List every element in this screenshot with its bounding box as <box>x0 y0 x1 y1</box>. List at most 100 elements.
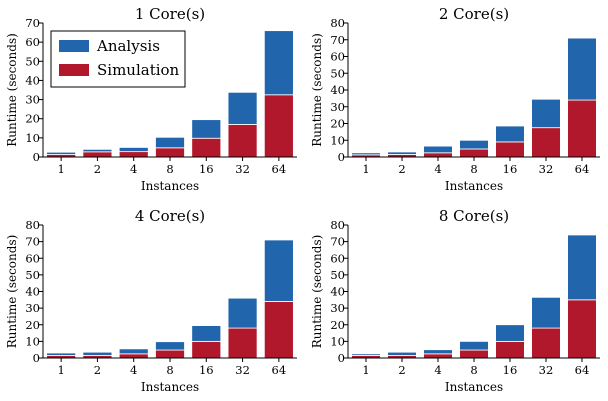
x-axis-label: Instances <box>141 380 199 394</box>
bar-analysis-2 <box>82 351 113 356</box>
chart-title: 1 Core(s) <box>135 5 205 23</box>
chart-panel-4: 8 Core(s) 1 2 4 8 16 32 64 0 10 20 30 40 50 60 70 80 Inst… <box>310 207 600 394</box>
bar-analysis-16 <box>495 125 525 143</box>
y-tick-label: 10 <box>330 334 345 348</box>
y-axis-label: Runtime (seconds) <box>5 33 19 147</box>
y-tick-label: 20 <box>330 318 345 332</box>
y-tick-label: 20 <box>25 318 40 332</box>
y-tick-label: 40 <box>25 285 40 299</box>
bar-analysis-2 <box>387 151 417 155</box>
y-tick-label: 70 <box>25 235 40 249</box>
y-tick-label: 80 <box>330 16 345 30</box>
bar-simulation-32 <box>531 327 561 359</box>
bar-analysis-64 <box>567 234 597 301</box>
y-tick-label: 60 <box>330 251 345 265</box>
y-axis-label: Runtime (seconds) <box>310 235 324 349</box>
bar-simulation-32 <box>531 127 561 158</box>
chart-panel-3: 4 Core(s) 1 2 4 8 16 32 64 0 10 20 30 40 50 60 70 80 Inst… <box>5 207 297 394</box>
y-tick-label: 60 <box>25 251 40 265</box>
x-tick-label: 8 <box>470 162 477 176</box>
bar-simulation-8 <box>459 349 489 359</box>
x-tick-label: 32 <box>235 363 250 377</box>
y-tick-label: 80 <box>330 218 345 232</box>
y-tick-label: 10 <box>330 133 345 147</box>
y-tick-label: 80 <box>25 218 40 232</box>
x-tick-label: 64 <box>272 162 287 176</box>
bar-simulation-64 <box>567 299 597 359</box>
y-tick-label: 30 <box>25 93 40 107</box>
bar-analysis-8 <box>155 341 185 351</box>
x-tick-label: 64 <box>272 363 287 377</box>
y-tick-label: 70 <box>330 33 345 47</box>
y-tick-label: 50 <box>25 268 40 282</box>
chart-panel-2: 2 Core(s) 1 2 4 8 16 32 64 0 10 20 30 40 50 60 70 80 Inst… <box>310 5 600 193</box>
bar-simulation-16 <box>191 137 222 158</box>
y-tick-label: 0 <box>33 351 40 365</box>
bar-analysis-1 <box>46 352 77 356</box>
y-tick-label: 20 <box>330 117 345 131</box>
x-tick-label: 1 <box>57 162 64 176</box>
bar-simulation-2 <box>82 151 113 158</box>
y-tick-label: 30 <box>330 100 345 114</box>
chart-title: 2 Core(s) <box>439 5 509 23</box>
x-axis-label: Instances <box>445 179 503 193</box>
x-tick-label: 1 <box>57 363 64 377</box>
x-tick-label: 4 <box>130 363 137 377</box>
y-tick-label: 0 <box>33 150 40 164</box>
x-tick-label: 4 <box>130 162 137 176</box>
bar-simulation-16 <box>495 141 525 158</box>
x-tick-label: 8 <box>470 363 477 377</box>
x-tick-label: 64 <box>575 363 590 377</box>
y-tick-label: 40 <box>330 285 345 299</box>
y-tick-label: 30 <box>25 301 40 315</box>
x-tick-label: 1 <box>362 162 369 176</box>
y-tick-label: 30 <box>330 301 345 315</box>
x-tick-label: 8 <box>166 162 173 176</box>
bar-simulation-4 <box>423 353 453 359</box>
bar-analysis-64 <box>263 30 294 96</box>
y-tick-label: 0 <box>338 150 345 164</box>
legend-label-analysis: Analysis <box>96 37 160 55</box>
bar-analysis-4 <box>118 348 149 355</box>
bar-simulation-64 <box>263 94 294 158</box>
bar-analysis-8 <box>459 340 489 351</box>
x-tick-label: 16 <box>503 363 518 377</box>
bar-simulation-8 <box>155 349 185 359</box>
bar-analysis-16 <box>191 119 222 139</box>
y-tick-label: 20 <box>25 112 40 126</box>
x-tick-label: 4 <box>434 162 441 176</box>
x-tick-label: 4 <box>434 363 441 377</box>
bar-analysis-32 <box>531 296 561 329</box>
legend-swatch-simulation <box>59 64 89 76</box>
y-tick-label: 40 <box>330 83 345 97</box>
bar-analysis-64 <box>567 37 597 101</box>
bar-analysis-4 <box>423 349 453 355</box>
bar-analysis-32 <box>531 98 561 129</box>
legend: Analysis Simulation <box>50 30 186 88</box>
x-tick-label: 64 <box>575 162 590 176</box>
bar-simulation-8 <box>155 147 185 158</box>
bar-analysis-2 <box>387 351 417 356</box>
y-tick-label: 60 <box>330 50 345 64</box>
bar-analysis-1 <box>351 152 381 156</box>
y-tick-label: 0 <box>338 351 345 365</box>
y-axis-label: Runtime (seconds) <box>5 235 19 349</box>
chart-title: 8 Core(s) <box>439 207 509 225</box>
y-tick-label: 10 <box>25 334 40 348</box>
bar-analysis-8 <box>155 136 185 149</box>
chart-title: 4 Core(s) <box>135 207 205 225</box>
x-tick-label: 8 <box>166 363 173 377</box>
x-tick-label: 32 <box>235 162 250 176</box>
y-tick-label: 60 <box>25 35 40 49</box>
x-tick-label: 16 <box>199 162 214 176</box>
bar-simulation-16 <box>191 340 222 359</box>
x-axis-label: Instances <box>141 179 199 193</box>
bar-analysis-1 <box>351 353 381 356</box>
bar-analysis-16 <box>191 325 222 342</box>
x-tick-label: 1 <box>362 363 369 377</box>
y-axis-label: Runtime (seconds) <box>310 33 324 147</box>
bar-simulation-4 <box>118 151 149 158</box>
x-tick-label: 32 <box>539 363 554 377</box>
x-tick-label: 2 <box>94 162 101 176</box>
